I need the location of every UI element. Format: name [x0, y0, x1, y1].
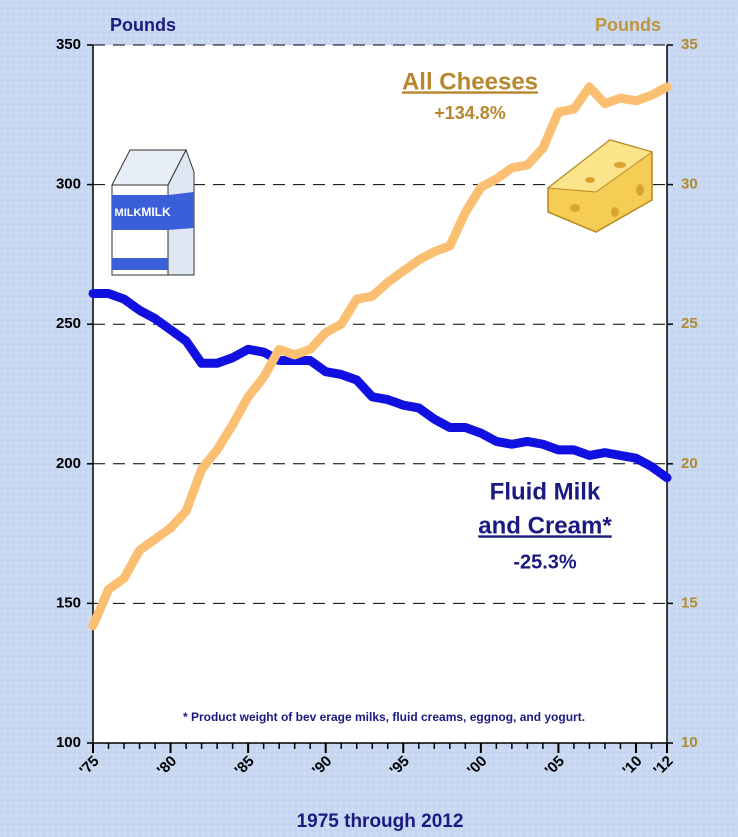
data-line: [88, 288, 672, 483]
carton-label: MILK: [141, 205, 171, 219]
y-axis-label: Pounds: [110, 15, 176, 35]
y2-tick-label: 15: [681, 594, 698, 611]
milk-annotation: Fluid Milk: [490, 478, 601, 505]
y-tick-label: 100: [56, 734, 81, 751]
y2-tick-label: 35: [681, 36, 698, 53]
y-tick-label: 200: [56, 455, 81, 472]
y-tick-label: 150: [56, 594, 81, 611]
x-axis-label: 1975 through 2012: [297, 811, 464, 832]
y-tick-label: 350: [56, 36, 81, 53]
milk-change: -25.3%: [513, 551, 577, 573]
carton-label: MILK: [115, 207, 142, 219]
y2-axis-label: Pounds: [595, 15, 661, 35]
y2-tick-label: 25: [681, 315, 698, 332]
cheese-icon: [546, 139, 654, 233]
y-tick-label: 250: [56, 315, 81, 332]
y2-tick-label: 10: [681, 734, 698, 751]
cheese-annotation: All Cheeses: [402, 68, 538, 95]
milk-annotation: and Cream*: [478, 512, 612, 539]
y2-tick-label: 20: [681, 455, 698, 472]
data-line: [88, 82, 672, 631]
cheese-change: +134.8%: [434, 103, 506, 123]
milk-carton-icon: MILK MILK: [111, 148, 195, 276]
footnote: * Product weight of bev erage milks, flu…: [183, 710, 585, 724]
y2-tick-label: 30: [681, 176, 698, 193]
y-tick-label: 300: [56, 176, 81, 193]
